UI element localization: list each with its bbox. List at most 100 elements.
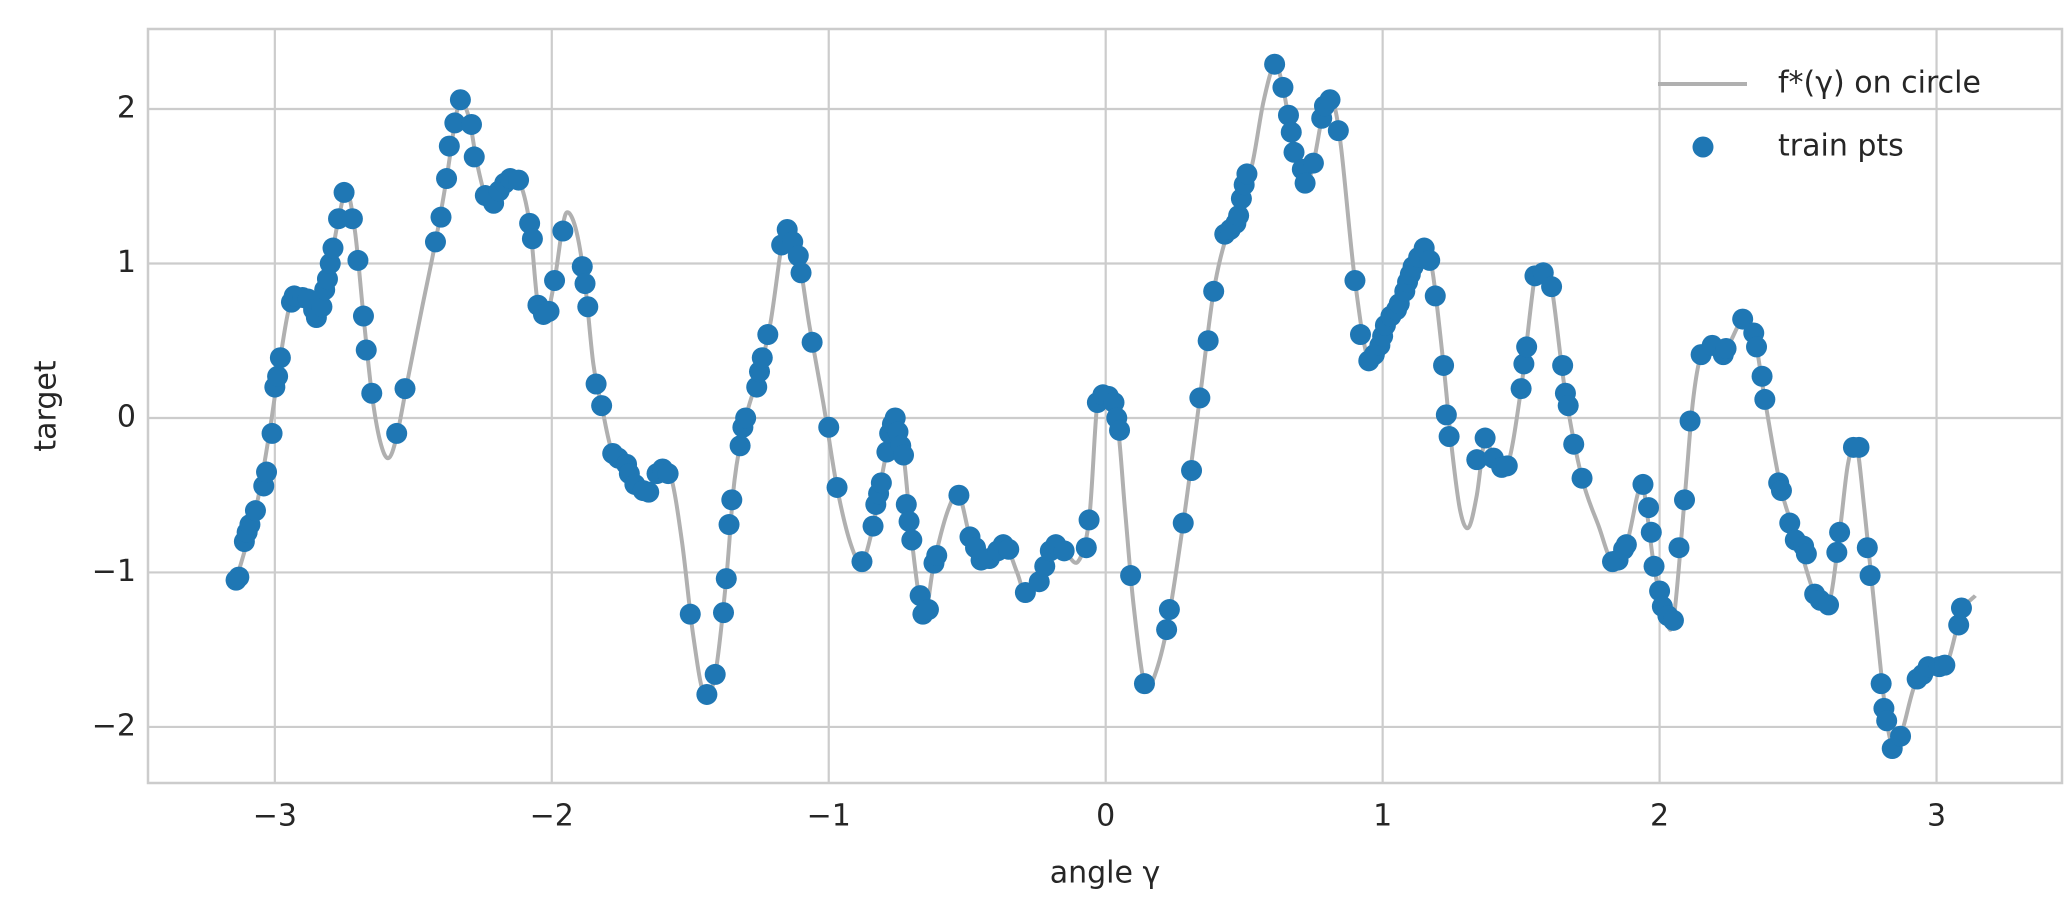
x-axis-label: angle γ	[1050, 856, 1161, 891]
train-point	[1856, 537, 1878, 559]
x-tick-label: 1	[1373, 799, 1392, 834]
train-point	[571, 256, 593, 278]
x-tick-label: −1	[807, 799, 851, 834]
y-tick-label: 2	[117, 91, 136, 126]
train-point	[1826, 541, 1848, 563]
train-point	[1746, 336, 1768, 358]
train-point	[1438, 426, 1460, 448]
train-point	[1197, 330, 1219, 352]
x-tick-label: 2	[1650, 799, 1669, 834]
train-point	[1563, 433, 1585, 455]
train-point	[1419, 249, 1441, 271]
train-point	[347, 249, 369, 271]
train-point	[352, 305, 374, 327]
train-point	[1272, 76, 1294, 98]
train-point	[1541, 276, 1563, 298]
train-point	[361, 382, 383, 404]
train-point	[1466, 449, 1488, 471]
train-point	[538, 300, 560, 322]
train-point	[1228, 205, 1250, 227]
train-point	[1236, 163, 1258, 185]
train-point	[269, 347, 291, 369]
train-point	[1662, 609, 1684, 631]
train-point	[1934, 654, 1956, 676]
train-point	[704, 663, 726, 685]
train-point	[826, 476, 848, 498]
train-point	[1557, 395, 1579, 417]
train-point	[341, 208, 363, 230]
train-point	[926, 544, 948, 566]
train-point	[1870, 673, 1892, 695]
train-point	[1474, 427, 1496, 449]
train-point	[790, 262, 812, 284]
train-point	[1433, 354, 1455, 376]
x-tick-label: 0	[1096, 799, 1115, 834]
train-point	[1053, 540, 1075, 562]
train-point	[1133, 673, 1155, 695]
train-point	[679, 603, 701, 625]
train-point	[1349, 324, 1371, 346]
train-point	[1510, 378, 1532, 400]
train-point	[1640, 521, 1662, 543]
train-point	[1779, 512, 1801, 534]
train-point	[713, 602, 735, 624]
train-point	[1948, 614, 1970, 636]
legend-marker	[1692, 136, 1714, 158]
train-point	[521, 228, 543, 250]
train-point	[1615, 534, 1637, 556]
train-point	[870, 472, 892, 494]
train-point	[1876, 710, 1898, 732]
train-point	[1552, 354, 1574, 376]
train-point	[1513, 353, 1535, 375]
train-point	[729, 435, 751, 457]
train-point	[895, 493, 917, 515]
train-point	[577, 296, 599, 318]
train-point	[696, 683, 718, 705]
train-point	[715, 568, 737, 590]
train-point	[1156, 619, 1178, 641]
train-point	[1950, 597, 1972, 619]
y-tick-label: 1	[117, 245, 136, 280]
train-point	[1424, 285, 1446, 307]
train-point	[657, 463, 679, 485]
train-point	[1283, 141, 1305, 163]
train-point	[638, 481, 660, 503]
train-point	[851, 551, 873, 573]
train-point	[1516, 336, 1538, 358]
train-point	[261, 422, 283, 444]
train-point	[1078, 509, 1100, 531]
plot-frame	[146, 27, 2064, 785]
y-tick-label: −1	[92, 554, 136, 589]
train-point	[228, 566, 250, 588]
train-point	[424, 231, 446, 253]
train-point	[998, 538, 1020, 560]
train-point	[1679, 410, 1701, 432]
train-point	[1638, 497, 1660, 519]
y-tick-label: 0	[117, 399, 136, 434]
train-point	[1181, 459, 1203, 481]
train-point	[1496, 455, 1518, 477]
train-point	[1770, 480, 1792, 502]
train-point	[1829, 521, 1851, 543]
train-point	[1890, 725, 1912, 747]
train-point	[787, 245, 809, 267]
train-point	[1264, 53, 1286, 75]
legend-label: f*(γ) on circle	[1778, 66, 1981, 101]
train-point	[1189, 387, 1211, 409]
x-tick-label: 3	[1927, 799, 1946, 834]
train-point	[1751, 365, 1773, 387]
train-point	[901, 529, 923, 551]
train-point	[430, 206, 452, 228]
train-point	[1632, 473, 1654, 495]
train-point	[267, 365, 289, 387]
train-point	[1668, 537, 1690, 559]
train-point	[948, 484, 970, 506]
train-point	[322, 237, 344, 259]
train-point	[1848, 436, 1870, 458]
train-point	[1075, 537, 1097, 559]
train-point	[757, 324, 779, 346]
train-point	[1158, 599, 1180, 621]
y-axis-label: target	[29, 360, 64, 451]
train-point	[585, 373, 607, 395]
